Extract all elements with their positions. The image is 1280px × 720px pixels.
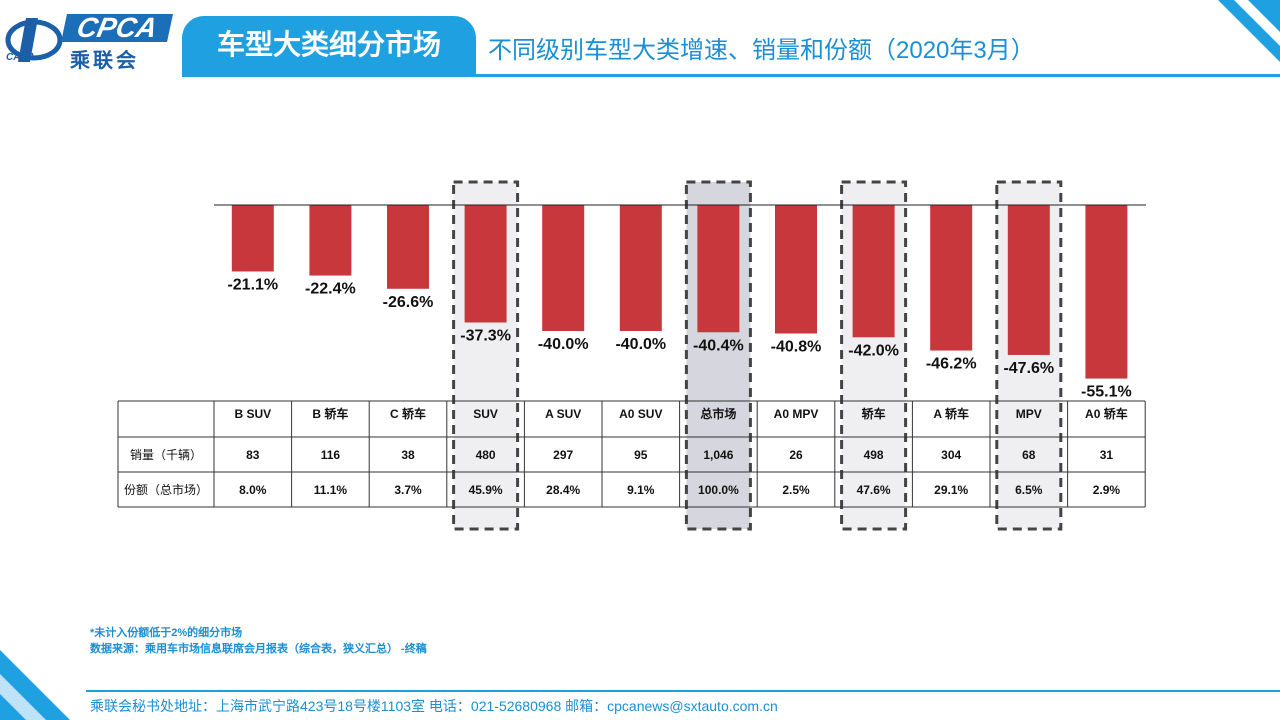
table-header-cell: 总市场 [700,406,736,421]
footer-divider [86,690,1280,692]
corner-decoration-icon [1218,0,1280,62]
bar-value-label: -40.4% [693,337,744,354]
bar [464,205,507,323]
table-share-cell: 45.9% [469,483,503,497]
bar-value-label: -55.1% [1081,384,1132,401]
footnote-threshold: *未计入份额低于2%的细分市场 [90,627,243,639]
table-share-cell: 9.1% [627,483,655,497]
bar-value-label: -21.1% [227,276,278,293]
cpca-logo: CPCA 乘联会 CADA [0,6,180,72]
table-share-cell: 6.5% [1015,483,1043,497]
bar [1085,205,1128,379]
table-header-cell: 轿车 [862,406,886,421]
table-header-cell: A0 轿车 [1085,406,1128,421]
table-sales-cell: 116 [321,448,341,462]
table-header-cell: SUV [473,407,498,421]
table-share-cell: 28.4% [546,483,580,497]
page-subtitle: 不同级别车型大类增速、销量和份额（2020年3月） [488,37,1035,64]
bar-value-label: -22.4% [305,281,356,298]
table-sales-cell: 83 [246,448,260,462]
table-header-cell: A 轿车 [933,406,969,421]
table-sales-cell: 26 [789,448,803,462]
title-box: 车型大类细分市场 [182,16,476,74]
bar [309,205,352,276]
table-header-cell: A0 SUV [619,407,662,421]
header-divider [182,74,1280,77]
corner-decoration-icon [0,650,70,720]
bar [775,205,817,334]
table-sales-cell: 31 [1100,448,1114,462]
bar [852,205,895,338]
cpca-emblem-icon [5,18,63,62]
table-row-label: 销量（千辆） [130,448,202,462]
page-title: 车型大类细分市场 [216,29,441,60]
bar-value-label: -40.0% [538,336,589,353]
table-sales-cell: 38 [401,448,415,462]
bar-value-label: -37.3% [460,327,511,344]
bar-value-label: -26.6% [383,294,434,311]
table-share-cell: 2.5% [782,483,810,497]
table-sales-cell: 304 [941,448,961,462]
bar-value-label: -46.2% [926,356,977,373]
table-row-label: 份额（总市场） [124,482,208,497]
table-share-cell: 100.0% [698,483,739,497]
table-header-cell: MPV [1016,407,1042,421]
table-share-cell: 2.9% [1093,483,1121,497]
bar [542,205,585,331]
table-share-cell: 8.0% [239,483,267,497]
table-sales-cell: 480 [476,448,496,462]
table-header-cell: B SUV [234,407,271,421]
table-share-cell: 11.1% [314,483,348,497]
table-header-cell: B 轿车 [312,406,348,421]
bar [387,205,429,289]
bar [231,205,274,272]
table-header-cell: A0 MPV [774,407,819,421]
bar-value-label: -40.8% [771,339,822,356]
table-sales-cell: 1,046 [703,448,733,462]
table-sales-cell: 297 [553,448,573,462]
table-sales-cell: 498 [864,448,884,462]
bar-value-label: -40.0% [615,336,666,353]
table-sales-cell: 95 [634,448,648,462]
footnote-source: 数据来源：乘用车市场信息联席会月报表（综合表，狭义汇总） -终稿 [90,643,427,655]
bar-value-label: -47.6% [1003,360,1054,377]
table-header-cell: C 轿车 [390,406,426,421]
bar [930,205,973,351]
table-share-cell: 47.6% [857,483,891,497]
footer-contact: 乘联会秘书处地址：上海市武宁路423号18号楼1103室 电话：021-5268… [90,698,778,714]
bar [619,205,662,331]
table-header-cell: A SUV [545,407,581,421]
bar [1007,205,1050,355]
bar-value-label: -42.0% [848,342,899,359]
table-share-cell: 3.7% [394,483,422,497]
logo-small: CADA [6,52,35,63]
bar [697,205,740,333]
table-share-cell: 29.1% [934,483,968,497]
table-sales-cell: 68 [1022,448,1036,462]
logo-chinese: 乘联会 [70,50,139,72]
